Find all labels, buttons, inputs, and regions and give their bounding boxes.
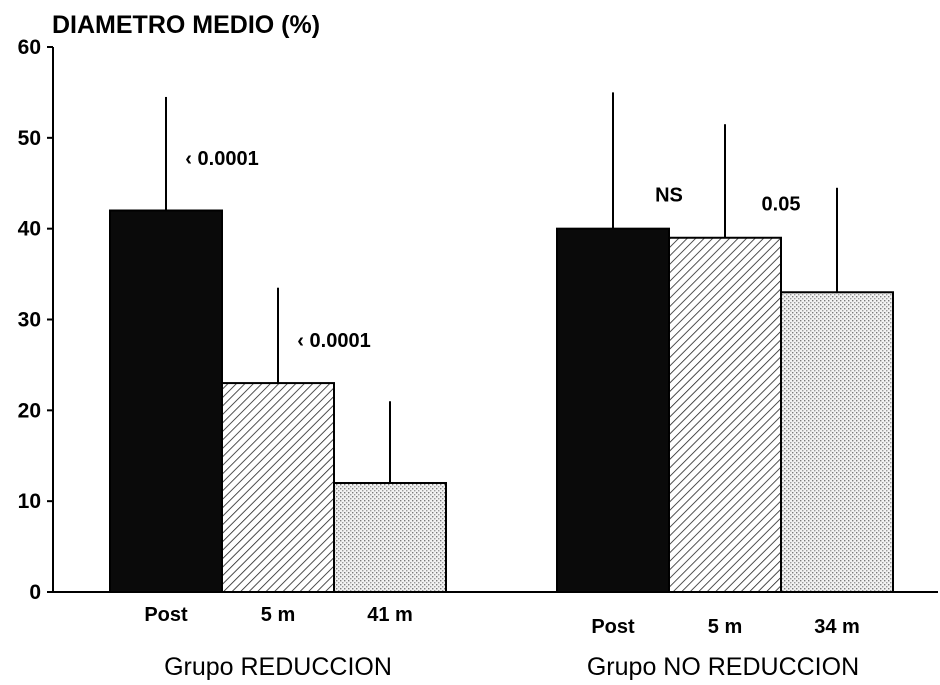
significance-annotation: ‹ 0.0001 [297, 330, 370, 352]
group-label: Grupo REDUCCION [164, 653, 392, 681]
category-label: 5 m [261, 604, 295, 626]
bars [109, 209, 894, 594]
y-tick-label: 40 [18, 218, 41, 241]
labels: Post 5 m 41 m Grupo REDUCCION Post 5 m 34 m Gru… [144, 148, 859, 681]
significance-annotation: 0.05 [762, 194, 801, 216]
bar [780, 291, 894, 593]
y-axis-title: DIAMETRO MEDIO (%) [52, 11, 320, 39]
category-label: 41 m [367, 604, 413, 626]
y-tick-label: 20 [18, 399, 41, 422]
significance-annotation: NS [655, 184, 683, 206]
significance-annotation: ‹ 0.0001 [185, 148, 258, 170]
category-label: Post [591, 616, 635, 638]
bar [221, 382, 335, 594]
bar [333, 482, 447, 593]
y-tick-label: 50 [18, 127, 41, 150]
y-tick-label: 10 [18, 490, 41, 513]
category-label: 5 m [708, 616, 742, 638]
bar [556, 227, 670, 594]
category-label: 34 m [814, 616, 860, 638]
bar [109, 209, 223, 593]
category-label: Post [144, 604, 188, 626]
error-bars [165, 92, 838, 483]
bar [668, 236, 782, 593]
y-tick-label: 0 [29, 581, 41, 604]
y-tick-label: 60 [18, 36, 41, 59]
group-label: Grupo NO REDUCCION [587, 653, 859, 681]
y-tick-label: 30 [18, 309, 41, 332]
